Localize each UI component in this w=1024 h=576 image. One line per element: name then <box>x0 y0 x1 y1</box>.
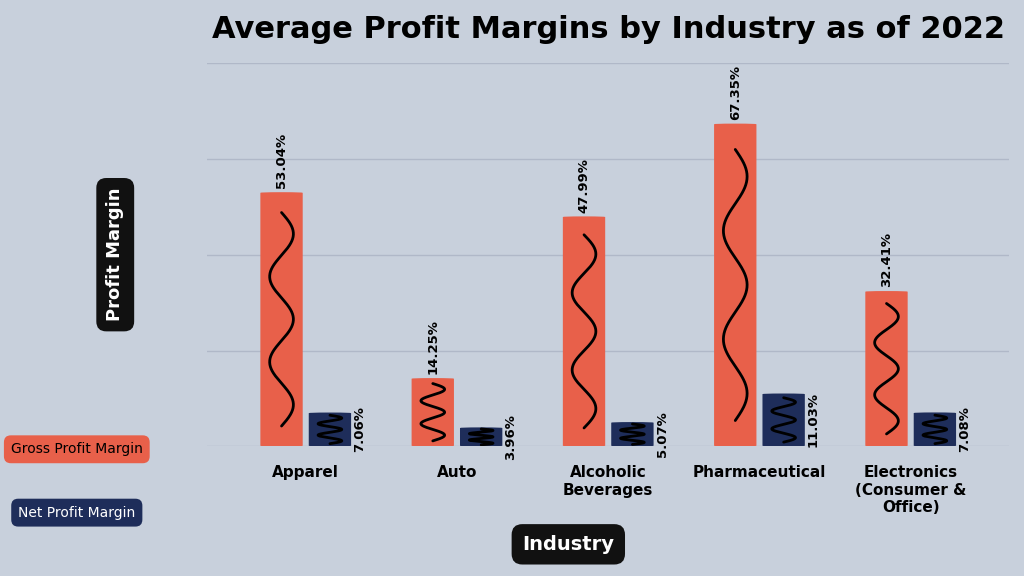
Text: 11.03%: 11.03% <box>807 392 820 448</box>
Text: Industry: Industry <box>522 535 614 554</box>
Text: Gross Profit Margin: Gross Profit Margin <box>11 442 142 456</box>
FancyBboxPatch shape <box>563 217 605 446</box>
FancyBboxPatch shape <box>260 192 303 446</box>
FancyBboxPatch shape <box>309 412 351 446</box>
FancyBboxPatch shape <box>714 124 757 446</box>
Text: 53.04%: 53.04% <box>275 133 288 188</box>
FancyBboxPatch shape <box>913 412 956 446</box>
Text: Profit Margin: Profit Margin <box>106 188 124 321</box>
Text: Net Profit Margin: Net Profit Margin <box>18 506 135 520</box>
Title: Average Profit Margins by Industry as of 2022: Average Profit Margins by Industry as of… <box>212 15 1005 44</box>
Text: 7.08%: 7.08% <box>958 407 971 452</box>
Text: 7.06%: 7.06% <box>353 407 367 452</box>
Text: 3.96%: 3.96% <box>505 414 517 460</box>
FancyBboxPatch shape <box>763 393 805 446</box>
Text: 67.35%: 67.35% <box>729 65 741 120</box>
FancyBboxPatch shape <box>611 422 653 446</box>
FancyBboxPatch shape <box>865 291 907 446</box>
FancyBboxPatch shape <box>412 378 454 446</box>
Text: 32.41%: 32.41% <box>880 232 893 287</box>
Text: 47.99%: 47.99% <box>578 158 591 213</box>
Text: 5.07%: 5.07% <box>655 411 669 457</box>
FancyBboxPatch shape <box>460 427 503 446</box>
Text: 14.25%: 14.25% <box>426 319 439 374</box>
